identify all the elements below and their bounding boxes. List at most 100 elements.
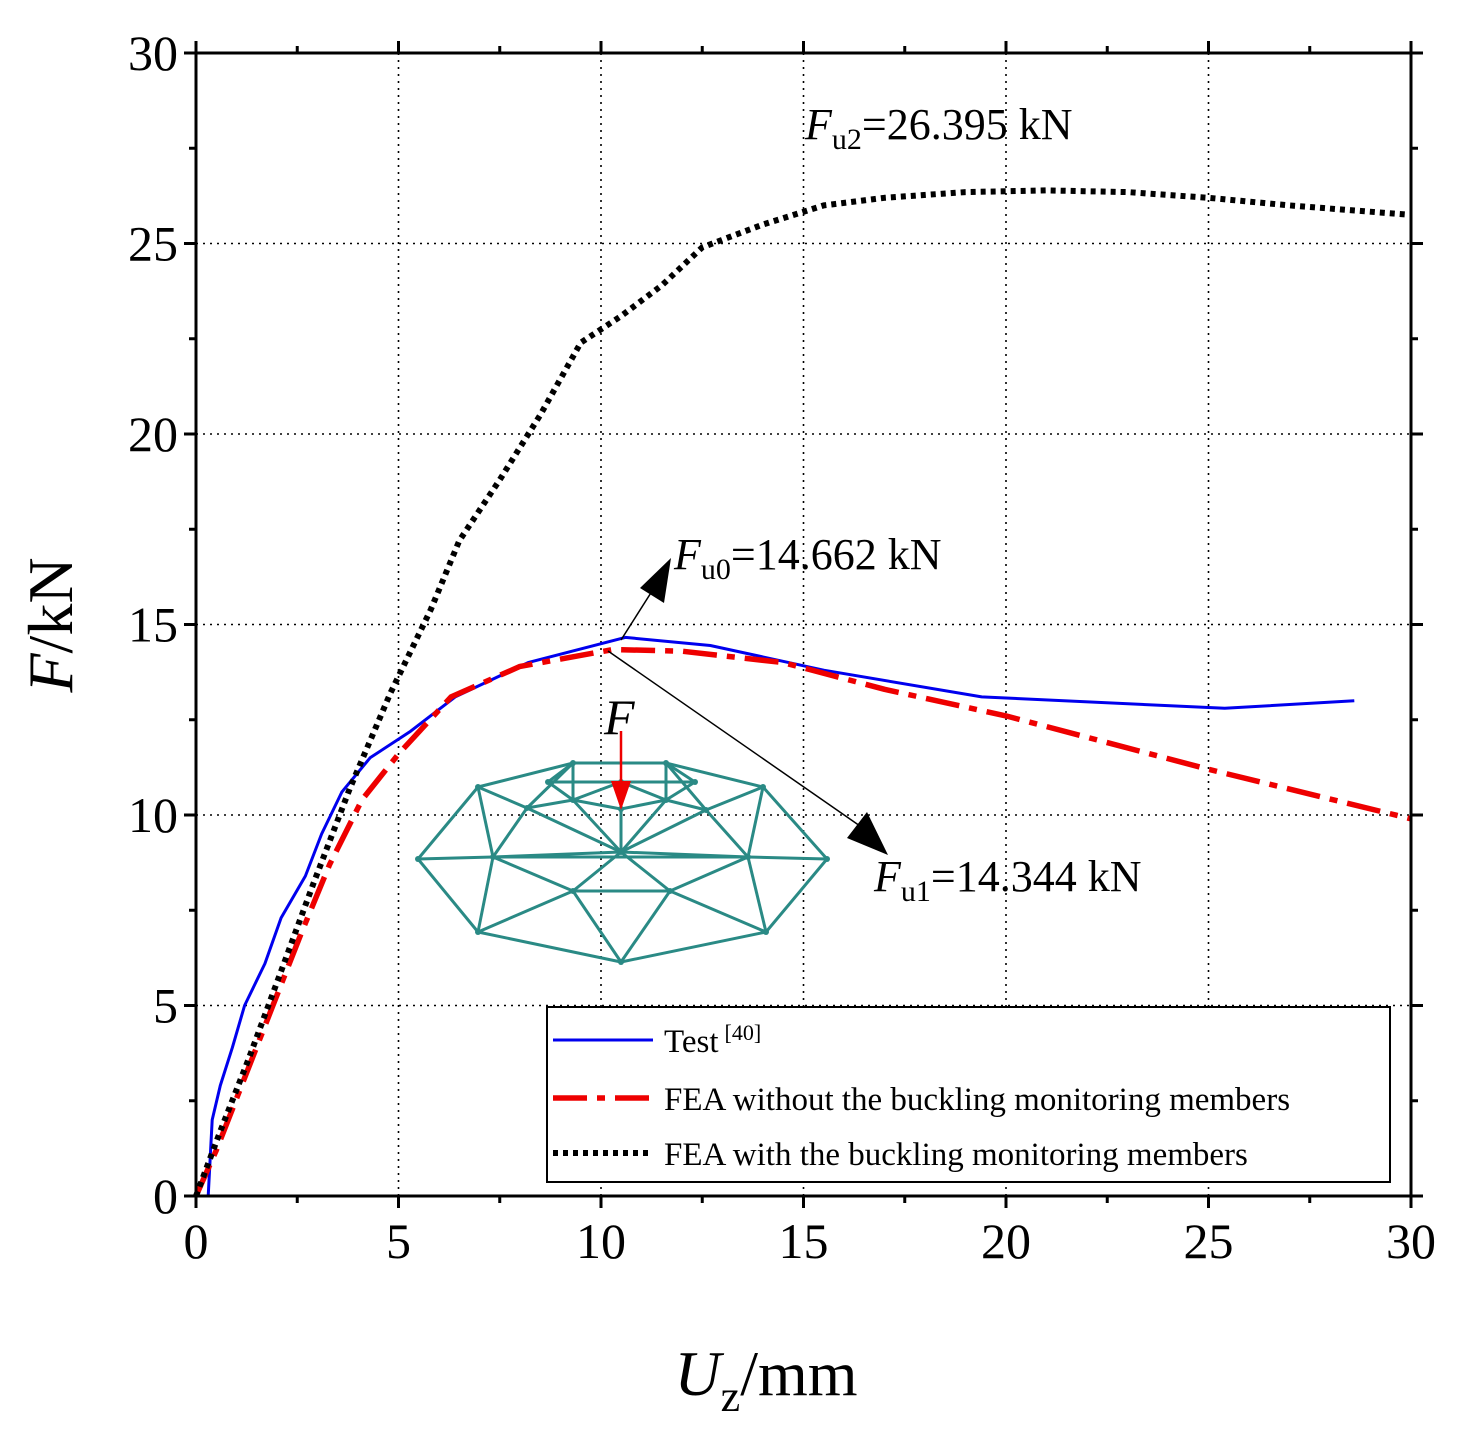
dome-member (477, 761, 574, 789)
dome-member (665, 780, 696, 802)
data-point-series-1 (370, 757, 371, 758)
dome-member (747, 855, 828, 861)
annotations: Fu2=26.395 kN Fu0=14.662 kN Fu1=14.344 kN (607, 100, 1141, 908)
data-point-series-1 (305, 876, 306, 877)
y-tick-label: 25 (128, 216, 178, 272)
x-axis-label-subscript: z (721, 1372, 741, 1421)
data-point-series-3 (763, 224, 764, 225)
data-point-series-3 (1208, 197, 1209, 198)
dome-node (415, 856, 421, 862)
dome-member (665, 798, 707, 812)
data-point-series-1 (1224, 708, 1225, 709)
dome-node (490, 854, 496, 860)
dome-node (524, 805, 530, 811)
annotation-fu0: Fu0=14.662 kN (673, 530, 941, 586)
dome-node (663, 797, 669, 803)
data-point-series-2 (329, 864, 330, 865)
dome-node (760, 784, 766, 790)
dome-member (477, 889, 574, 934)
dome-member (669, 855, 749, 893)
legend-entry-3-name: FEA with the buckling monitoring members (664, 1137, 1248, 1173)
data-point-series-2 (244, 1077, 245, 1078)
dome-member (571, 890, 623, 963)
x-axis-label: Uz/mm (674, 1338, 857, 1421)
y-tick-label: 20 (128, 406, 178, 462)
y-tick-label: 10 (128, 787, 178, 843)
dome-member (665, 761, 696, 784)
series-line-1 (206, 635, 1355, 1197)
data-point-series-3 (459, 540, 460, 541)
dome-member (491, 807, 529, 858)
data-point-series-1 (212, 1119, 213, 1120)
x-tick-label: 15 (779, 1213, 829, 1269)
y-tick-label: 30 (128, 25, 178, 81)
dome-member (665, 761, 764, 789)
annotation-fu1-value: =14.344 kN (931, 852, 1142, 901)
dome-member (746, 856, 768, 933)
data-point-series-1 (220, 1085, 221, 1086)
dome-member (704, 809, 750, 858)
dome-member (492, 855, 574, 893)
data-point-series-3 (430, 609, 431, 610)
dome-node (618, 849, 624, 855)
legend-entry-1: Test [40] (664, 1020, 761, 1060)
series-line-2 (193, 646, 1412, 1198)
x-axis-label-symbol: U (674, 1338, 724, 1409)
data-point-series-2 (1208, 769, 1209, 770)
dome-node (745, 854, 751, 860)
x-tick-label: 0 (184, 1213, 209, 1269)
legend: Test [40] FEA without the buckling monitor… (546, 1006, 1391, 1183)
data-point-series-3 (661, 285, 662, 286)
data-point-series-2 (451, 696, 452, 697)
data-point-series-3 (499, 479, 500, 480)
dome-member (620, 798, 667, 811)
dome-node (824, 856, 830, 862)
data-point-series-3 (580, 342, 581, 343)
data-point-series-1 (341, 792, 342, 793)
annotation-fu1: Fu1=14.344 kN (873, 852, 1141, 908)
dome-member (572, 798, 622, 811)
data-point-series-2 (362, 799, 363, 800)
annotation-fu2-symbol: F (804, 100, 833, 149)
legend-entry-2-name: FEA without the buckling monitoring memb… (664, 1082, 1290, 1118)
legend-box (546, 1006, 1391, 1183)
data-point-series-3 (220, 1131, 221, 1132)
y-axis-label: F/kN (15, 557, 86, 693)
dome-member (547, 761, 574, 784)
data-point-series-1 (710, 645, 711, 646)
x-tick-label: 5 (386, 1213, 411, 1269)
grid-lines (196, 53, 1411, 1196)
x-tick-label: 20 (981, 1213, 1031, 1269)
x-tick-label: 10 (576, 1213, 626, 1269)
data-point-series-1 (1354, 700, 1355, 701)
dome-member (526, 806, 622, 854)
data-point-series-1 (244, 1005, 245, 1006)
data-point-series-2 (398, 754, 399, 755)
y-axis-label-unit: /kN (15, 557, 86, 653)
dome-member (764, 858, 829, 933)
x-tick-label: 30 (1386, 1213, 1436, 1269)
dome-node (570, 888, 576, 894)
dome-member (669, 889, 767, 934)
y-tick-label: 15 (128, 597, 178, 653)
x-tick-label: 25 (1184, 1213, 1234, 1269)
data-point-series-3 (884, 197, 885, 198)
annotation-arrow-u0 (620, 587, 655, 641)
legend-entry-3: FEA with the buckling monitoring members (664, 1137, 1248, 1173)
dome-node (667, 888, 673, 894)
dome-member (761, 786, 829, 860)
annotation-fu2: Fu2=26.395 kN (804, 100, 1072, 156)
dome-member (477, 930, 622, 964)
dome-node (545, 779, 551, 785)
legend-entry-2: FEA without the buckling monitoring memb… (664, 1082, 1290, 1118)
dome-member (705, 785, 764, 812)
annotation-fu2-subscript: u2 (832, 123, 862, 156)
dome-node (663, 760, 669, 766)
data-point-series-1 (232, 1047, 233, 1048)
dome-node (618, 959, 624, 965)
dome-member (571, 798, 623, 854)
legend-entry-1-ref: [40] (725, 1020, 762, 1045)
data-point-series-1 (410, 731, 411, 732)
data-point-series-3 (1289, 205, 1290, 206)
data-point-series-1 (321, 834, 322, 835)
